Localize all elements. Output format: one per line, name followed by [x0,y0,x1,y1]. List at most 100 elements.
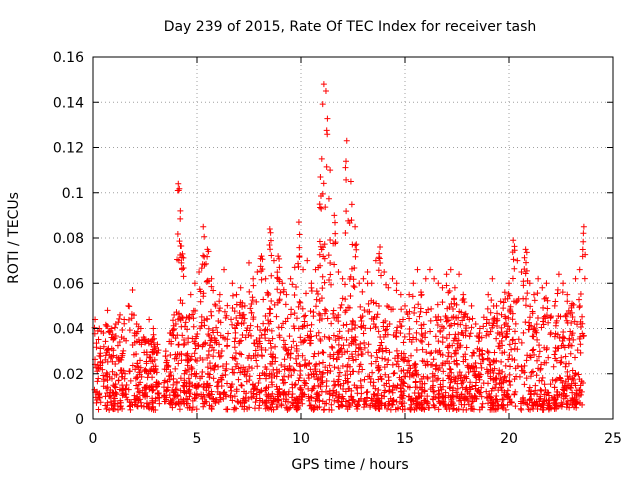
data-point [224,380,231,387]
data-point [493,381,500,388]
data-point [315,290,322,297]
data-point [223,393,230,400]
data-point [567,310,574,317]
data-point [281,366,288,373]
data-point [219,372,226,379]
data-point [318,155,325,162]
data-point [108,325,115,332]
data-point [295,352,302,359]
data-point [437,328,444,335]
data-point [320,349,327,356]
data-point [210,353,217,360]
data-point [327,167,334,174]
data-point [262,313,269,320]
data-point [210,375,217,382]
data-point [334,333,341,340]
data-point [218,376,225,383]
data-point [197,288,204,295]
data-point [389,275,396,282]
data-point [229,292,236,299]
data-point [134,385,141,392]
data-point [321,406,328,413]
data-point [357,323,364,330]
data-point [343,137,350,144]
data-point [325,334,332,341]
data-point [262,335,269,342]
data-point [568,384,575,391]
data-point [419,346,426,353]
data-point [268,353,275,360]
data-point [180,382,187,389]
data-point [272,343,279,350]
data-point [375,328,382,335]
data-point [324,131,331,138]
data-point [162,348,169,355]
data-point [439,339,446,346]
data-point [454,385,461,392]
data-point [206,374,213,381]
data-point [229,304,236,311]
data-point [323,400,330,407]
data-point [331,212,338,219]
data-point [319,101,326,108]
data-point [351,382,358,389]
data-point [520,282,527,289]
data-point [216,341,223,348]
data-point [288,306,295,313]
data-point [526,384,533,391]
data-point [286,363,293,370]
data-point [229,280,236,287]
data-point [110,397,117,404]
data-point [198,265,205,272]
data-point [143,385,150,392]
data-point [386,349,393,356]
data-point [178,254,185,261]
data-point [527,373,534,380]
data-point [512,320,519,327]
data-point [510,256,517,263]
data-point [282,301,289,308]
data-point [447,266,454,273]
data-point [297,299,304,306]
data-point [245,395,252,402]
data-point [539,406,546,413]
data-point [324,115,331,122]
data-point [509,337,516,344]
data-point [152,397,159,404]
data-point [382,327,389,334]
data-point [580,238,587,245]
data-point [300,339,307,346]
data-point [534,336,541,343]
data-point [553,388,560,395]
data-point [432,366,439,373]
y-tick-label: 0.04 [53,322,84,338]
data-point [254,268,261,275]
data-point [563,385,570,392]
data-point [476,352,483,359]
data-point [357,314,364,321]
data-point [563,360,570,367]
data-point [330,310,337,317]
data-point [212,399,219,406]
data-point [250,314,257,321]
data-point [258,276,265,283]
data-point [326,362,333,369]
data-point [408,338,415,345]
data-point [498,324,505,331]
data-point [577,341,584,348]
data-point [241,315,248,322]
data-point [370,391,377,398]
data-point [349,317,356,324]
data-point [281,356,288,363]
data-point [343,321,350,328]
data-point [254,323,261,330]
data-point [262,400,269,407]
data-point [335,394,342,401]
data-point [365,341,372,348]
data-point [100,330,107,337]
data-point [557,359,564,366]
data-point [523,375,530,382]
data-point [331,261,338,268]
data-point [387,406,394,413]
data-point [229,366,236,373]
